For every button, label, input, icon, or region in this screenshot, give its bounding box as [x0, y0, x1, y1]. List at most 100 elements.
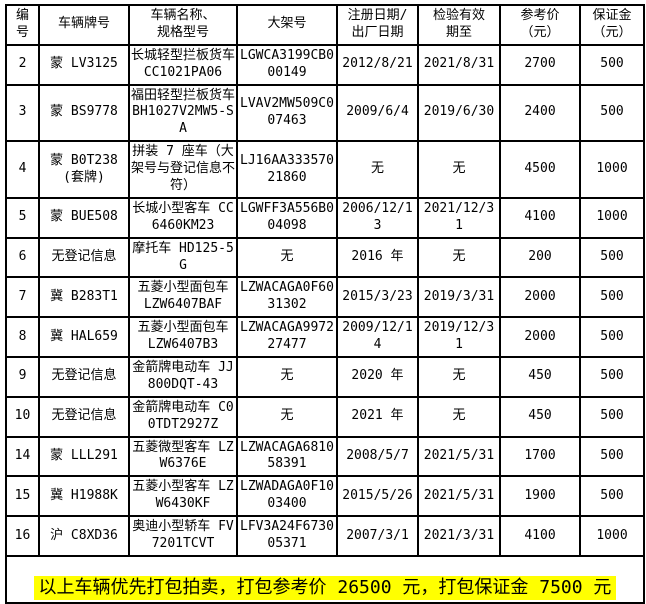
cell-no: 5 — [5, 196, 40, 239]
cell-reg-date: 2007/3/1 — [336, 515, 419, 557]
table-row: 10 无登记信息 金箭牌电动车 C00TDT2927Z 无 2021 年 无 4… — [5, 395, 645, 438]
cell-no: 7 — [5, 276, 40, 319]
cell-vin: 无 — [236, 356, 338, 398]
cell-price: 200 — [499, 236, 581, 279]
header-name-model: 车辆名称、 规格型号 — [128, 4, 238, 46]
table-row: 16 沪 C8XD36 奥迪小型轿车 FV7201TCVT LFV3A24F67… — [5, 515, 645, 557]
cell-name-model: 五菱小型面包车 LZW6407B3 — [128, 316, 238, 359]
cell-reg-date: 2020 年 — [336, 356, 419, 398]
table-row: 5 蒙 BUE508 长城小型客车 CC6460KM23 LGWFF3A556B… — [5, 196, 645, 239]
cell-plate: 沪 C8XD36 — [38, 515, 130, 557]
table-row: 14 蒙 LLL291 五菱微型客车 LZW6376E LZWACAGA6810… — [5, 435, 645, 478]
cell-vin: LZWADAGA0F1003400 — [236, 475, 338, 518]
cell-valid-until: 2021/5/31 — [417, 435, 501, 478]
cell-plate: 冀 H1988K — [38, 475, 130, 518]
cell-deposit: 500 — [579, 435, 645, 478]
cell-deposit: 500 — [579, 316, 645, 359]
cell-name-model: 金箭牌电动车 JJ800DQT-43 — [128, 356, 238, 398]
cell-no: 4 — [5, 140, 40, 199]
cell-price: 450 — [499, 395, 581, 438]
footer-cell: 以上车辆优先打包拍卖，打包参考价 26500 元，打包保证金 7500 元 — [5, 554, 645, 604]
cell-valid-until: 无 — [417, 395, 501, 438]
cell-price: 4100 — [499, 196, 581, 239]
vehicle-auction-table: 编 号 车辆牌号 车辆名称、 规格型号 大架号 注册日期/ 出厂日期 检验有效 … — [5, 4, 645, 604]
cell-deposit: 500 — [579, 475, 645, 518]
cell-valid-until: 2021/12/31 — [417, 196, 501, 239]
cell-valid-until: 2019/12/31 — [417, 316, 501, 359]
cell-name-model: 福田轻型拦板货车 BH1027V2MW5-SA — [128, 83, 238, 143]
table-body: 2 蒙 LV3125 长城轻型拦板货车 CC1021PA06 LGWCA3199… — [5, 43, 645, 557]
cell-reg-date: 2009/6/4 — [336, 83, 419, 143]
cell-no: 16 — [5, 515, 40, 557]
cell-valid-until: 无 — [417, 236, 501, 279]
cell-vin: LZWACAGA0F6031302 — [236, 276, 338, 319]
footer-row: 以上车辆优先打包拍卖，打包参考价 26500 元，打包保证金 7500 元 — [5, 554, 645, 604]
cell-vin: 无 — [236, 236, 338, 279]
cell-price: 450 — [499, 356, 581, 398]
cell-no: 9 — [5, 356, 40, 398]
cell-deposit: 500 — [579, 356, 645, 398]
cell-plate: 蒙 LV3125 — [38, 43, 130, 86]
cell-name-model: 长城轻型拦板货车 CC1021PA06 — [128, 43, 238, 86]
cell-plate: 蒙 B0T238(套牌) — [38, 140, 130, 199]
cell-price: 1700 — [499, 435, 581, 478]
cell-price: 4100 — [499, 515, 581, 557]
cell-reg-date: 2012/8/21 — [336, 43, 419, 86]
cell-name-model: 五菱小型面包车 LZW6407BAF — [128, 276, 238, 319]
cell-vin: LJ16AA33357021860 — [236, 140, 338, 199]
header-row: 编 号 车辆牌号 车辆名称、 规格型号 大架号 注册日期/ 出厂日期 检验有效 … — [5, 4, 645, 46]
cell-plate: 冀 B283T1 — [38, 276, 130, 319]
header-plate: 车辆牌号 — [38, 4, 130, 46]
cell-deposit: 1000 — [579, 196, 645, 239]
cell-deposit: 500 — [579, 236, 645, 279]
cell-vin: 无 — [236, 395, 338, 438]
cell-reg-date: 2016 年 — [336, 236, 419, 279]
cell-deposit: 1000 — [579, 515, 645, 557]
cell-valid-until: 无 — [417, 140, 501, 199]
cell-name-model: 奥迪小型轿车 FV7201TCVT — [128, 515, 238, 557]
table-row: 6 无登记信息 摩托车 HD125-5G 无 2016 年 无 200 500 — [5, 236, 645, 279]
cell-no: 10 — [5, 395, 40, 438]
cell-valid-until: 2021/5/31 — [417, 475, 501, 518]
cell-plate: 蒙 BUE508 — [38, 196, 130, 239]
cell-reg-date: 无 — [336, 140, 419, 199]
cell-valid-until: 2021/3/31 — [417, 515, 501, 557]
cell-reg-date: 2021 年 — [336, 395, 419, 438]
table-row: 8 冀 HAL659 五菱小型面包车 LZW6407B3 LZWACAGA997… — [5, 316, 645, 359]
cell-no: 2 — [5, 43, 40, 86]
cell-no: 8 — [5, 316, 40, 359]
cell-plate: 蒙 LLL291 — [38, 435, 130, 478]
cell-name-model: 长城小型客车 CC6460KM23 — [128, 196, 238, 239]
cell-deposit: 500 — [579, 83, 645, 143]
table-row: 3 蒙 BS9778 福田轻型拦板货车 BH1027V2MW5-SA LVAV2… — [5, 83, 645, 143]
cell-vin: LZWACAGA997227477 — [236, 316, 338, 359]
cell-reg-date: 2006/12/13 — [336, 196, 419, 239]
cell-valid-until: 2019/6/30 — [417, 83, 501, 143]
cell-plate: 无登记信息 — [38, 236, 130, 279]
cell-vin: LGWCA3199CB000149 — [236, 43, 338, 86]
cell-deposit: 1000 — [579, 140, 645, 199]
cell-price: 2400 — [499, 83, 581, 143]
cell-vin: LGWFF3A556B004098 — [236, 196, 338, 239]
header-valid-until: 检验有效 期至 — [417, 4, 501, 46]
header-no: 编 号 — [5, 4, 40, 46]
cell-vin: LVAV2MW509C007463 — [236, 83, 338, 143]
cell-valid-until: 无 — [417, 356, 501, 398]
cell-plate: 无登记信息 — [38, 395, 130, 438]
header-reg-date: 注册日期/ 出厂日期 — [336, 4, 419, 46]
table-row: 7 冀 B283T1 五菱小型面包车 LZW6407BAF LZWACAGA0F… — [5, 276, 645, 319]
cell-no: 15 — [5, 475, 40, 518]
cell-plate: 无登记信息 — [38, 356, 130, 398]
cell-valid-until: 2021/8/31 — [417, 43, 501, 86]
cell-no: 6 — [5, 236, 40, 279]
cell-name-model: 五菱微型客车 LZW6376E — [128, 435, 238, 478]
cell-name-model: 摩托车 HD125-5G — [128, 236, 238, 279]
cell-vin: LFV3A24F673005371 — [236, 515, 338, 557]
table-row: 15 冀 H1988K 五菱小型客车 LZW6430KF LZWADAGA0F1… — [5, 475, 645, 518]
cell-reg-date: 2015/5/26 — [336, 475, 419, 518]
table-row: 4 蒙 B0T238(套牌) 拼装 7 座车（大架号与登记信息不符） LJ16A… — [5, 140, 645, 199]
cell-reg-date: 2015/3/23 — [336, 276, 419, 319]
cell-no: 14 — [5, 435, 40, 478]
header-vin: 大架号 — [236, 4, 338, 46]
cell-vin: LZWACAGA681058391 — [236, 435, 338, 478]
